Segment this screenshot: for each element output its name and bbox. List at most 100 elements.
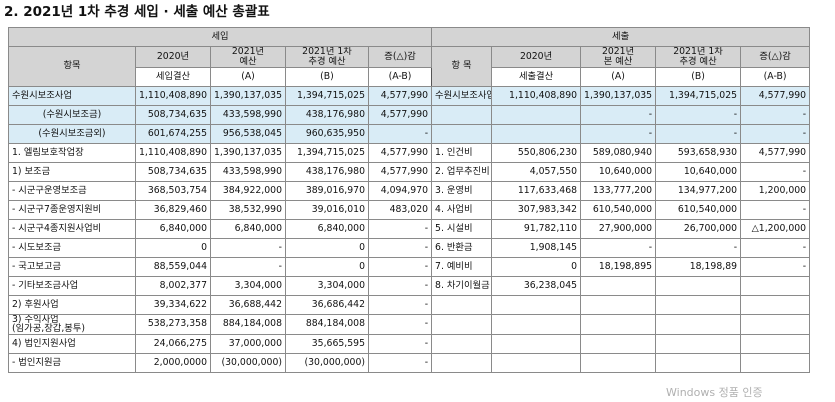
table-row: (수원시보조금외) 601,674,255 956,538,045 960,635,9… bbox=[8, 123, 811, 144]
expense-amount-cell: - bbox=[580, 104, 657, 125]
activation-watermark: Windows 정품 인증 bbox=[666, 386, 763, 399]
expense-amount-cell: 550,806,230 bbox=[491, 142, 582, 163]
revenue-item-label-line: 3) 수익사업 bbox=[12, 314, 59, 325]
revenue-amount-cell: 24,066,275 bbox=[135, 334, 211, 354]
expense-amount-cell bbox=[740, 294, 811, 315]
expense-amount-cell: - bbox=[580, 123, 657, 144]
expense-item-label: 1. 인건비 bbox=[431, 142, 493, 163]
expense-column-header: 2021년 1차 추경 예산 bbox=[655, 46, 742, 68]
expense-amount-cell: - bbox=[740, 123, 811, 144]
expense-amount-cell: 27,900,000 bbox=[580, 218, 657, 239]
table-row: 4) 법인지원사업 24,066,275 37,000,000 35,665,595- bbox=[8, 334, 811, 354]
revenue-amount-cell: 36,686,442 bbox=[285, 294, 369, 315]
revenue-amount-cell: 368,503,754 bbox=[135, 180, 211, 201]
revenue-amount-cell: 0 bbox=[285, 237, 369, 258]
expense-amount-cell bbox=[491, 104, 582, 125]
expense-amount-cell bbox=[580, 275, 657, 296]
expense-item-label bbox=[431, 294, 493, 315]
revenue-amount-cell: 4,577,990 bbox=[367, 161, 433, 182]
revenue-amount-cell: 4,094,970 bbox=[367, 180, 433, 201]
table-row: - 국고보고금 88,559,044-0-7. 예비비 0 18,198,895 18,… bbox=[8, 256, 811, 277]
revenue-amount-cell: - bbox=[367, 237, 433, 258]
expense-amount-cell: - bbox=[740, 237, 811, 258]
expense-column-header: 2020년 bbox=[491, 46, 582, 68]
revenue-column-header: 2021년 1차 추경 예산 bbox=[285, 46, 369, 68]
revenue-amount-cell: 433,598,990 bbox=[210, 161, 286, 182]
expense-column-subheader: (B) bbox=[655, 66, 742, 87]
revenue-item-label: (수원시보조금외) bbox=[8, 123, 136, 144]
expense-amount-cell: 1,200,000 bbox=[740, 180, 811, 201]
table-row: 3) 수익사업 (임가공,장갑,봉투) 538,273,358 884,184,008… bbox=[8, 313, 811, 335]
table-row: 수원시보조사업 1,110,408,890 1,390,137,035 1,394,7… bbox=[8, 85, 811, 106]
expense-amount-cell: - bbox=[580, 237, 657, 258]
expense-item-label: 5. 시설비 bbox=[431, 218, 493, 239]
expense-amount-cell: 134,977,200 bbox=[655, 180, 742, 201]
revenue-amount-cell: (30,000,000) bbox=[285, 353, 369, 373]
revenue-column-header-line: 증(△)감 bbox=[384, 50, 416, 62]
revenue-item-label: - 기타보조금사업 bbox=[8, 275, 136, 296]
expense-amount-cell bbox=[580, 353, 657, 373]
expense-amount-cell bbox=[655, 353, 742, 373]
expense-item-label bbox=[431, 353, 493, 373]
expense-column-header-line: 2020년 bbox=[519, 50, 553, 62]
revenue-amount-cell: 956,538,045 bbox=[210, 123, 286, 144]
table-row: - 시군구운영보조금 368,503,754 384,922,000 389,016,… bbox=[8, 180, 811, 201]
expense-column-header-line: 증(△)감 bbox=[759, 50, 791, 62]
revenue-amount-cell: - bbox=[210, 237, 286, 258]
expense-amount-cell bbox=[580, 294, 657, 315]
revenue-amount-cell: 508,734,635 bbox=[135, 104, 211, 125]
table-row: - 기타보조금사업 8,002,377 3,304,000 3,304,000-8. … bbox=[8, 275, 811, 296]
expense-amount-cell: 10,640,000 bbox=[655, 161, 742, 182]
expense-item-label: 7. 예비비 bbox=[431, 256, 493, 277]
expense-amount-cell: 26,700,000 bbox=[655, 218, 742, 239]
revenue-column-subheader: (A) bbox=[210, 66, 286, 87]
revenue-amount-cell: 960,635,950 bbox=[285, 123, 369, 144]
expense-amount-cell: 18,198,89 bbox=[655, 256, 742, 277]
revenue-amount-cell: 4,577,990 bbox=[367, 142, 433, 163]
revenue-amount-cell: 1,110,408,890 bbox=[135, 85, 211, 106]
revenue-amount-cell: 884,184,008 bbox=[210, 313, 286, 335]
expense-amount-cell: - bbox=[740, 199, 811, 220]
revenue-item-label-line: (임가공,장갑,봉투) bbox=[12, 323, 86, 335]
expense-amount-cell: 1,908,145 bbox=[491, 237, 582, 258]
expense-amount-cell bbox=[491, 294, 582, 315]
section-header-row: 세입 세출 bbox=[7, 27, 811, 47]
expense-column-header-line: 추경 예산 bbox=[679, 55, 717, 67]
revenue-amount-cell: 601,674,255 bbox=[135, 123, 211, 144]
expense-amount-cell: △1,200,000 bbox=[740, 218, 811, 239]
expense-amount-cell: - bbox=[740, 161, 811, 182]
revenue-item-label: 수원시보조사업 bbox=[8, 85, 136, 106]
revenue-section-header: 세입 bbox=[7, 27, 433, 47]
revenue-amount-cell: 3,304,000 bbox=[285, 275, 369, 296]
expense-item-label: 4. 사업비 bbox=[431, 199, 493, 220]
revenue-amount-cell: 438,176,980 bbox=[285, 104, 369, 125]
revenue-amount-cell: - bbox=[367, 218, 433, 239]
revenue-amount-cell: 483,020 bbox=[367, 199, 433, 220]
expense-amount-cell: 36,238,045 bbox=[491, 275, 582, 296]
table-row: 1. 엘림보호작업장 1,110,408,890 1,390,137,035 1,39… bbox=[8, 142, 811, 163]
expense-amount-cell: - bbox=[740, 256, 811, 277]
revenue-amount-cell: 508,734,635 bbox=[135, 161, 211, 182]
table-row: - 시군구4종지원사업비 6,840,000 6,840,000 6,840,000-… bbox=[8, 218, 811, 239]
expense-amount-cell bbox=[740, 275, 811, 296]
expense-amount-cell bbox=[491, 123, 582, 144]
expense-amount-cell bbox=[655, 275, 742, 296]
revenue-amount-cell: 35,665,595 bbox=[285, 334, 369, 354]
table-row: - 법인지원금 2,000,0000 (30,000,000) (30,000,000… bbox=[8, 353, 811, 373]
revenue-item-label: 4) 법인지원사업 bbox=[8, 334, 136, 354]
expense-column-header: 2021년 본 예산 bbox=[580, 46, 657, 68]
expense-column-subheader: (A-B) bbox=[740, 66, 811, 87]
expense-amount-cell: 18,198,895 bbox=[580, 256, 657, 277]
revenue-amount-cell: 36,829,460 bbox=[135, 199, 211, 220]
revenue-item-label: - 시군구4종지원사업비 bbox=[8, 218, 136, 239]
revenue-column-header: 2020년 bbox=[135, 46, 211, 68]
expense-amount-cell bbox=[655, 294, 742, 315]
revenue-amount-cell: - bbox=[367, 334, 433, 354]
expense-amount-cell bbox=[580, 313, 657, 335]
expense-amount-cell: 117,633,468 bbox=[491, 180, 582, 201]
revenue-amount-cell: 39,016,010 bbox=[285, 199, 369, 220]
revenue-amount-cell: 1,390,137,035 bbox=[210, 85, 286, 106]
revenue-amount-cell: - bbox=[367, 294, 433, 315]
revenue-amount-cell: - bbox=[367, 275, 433, 296]
